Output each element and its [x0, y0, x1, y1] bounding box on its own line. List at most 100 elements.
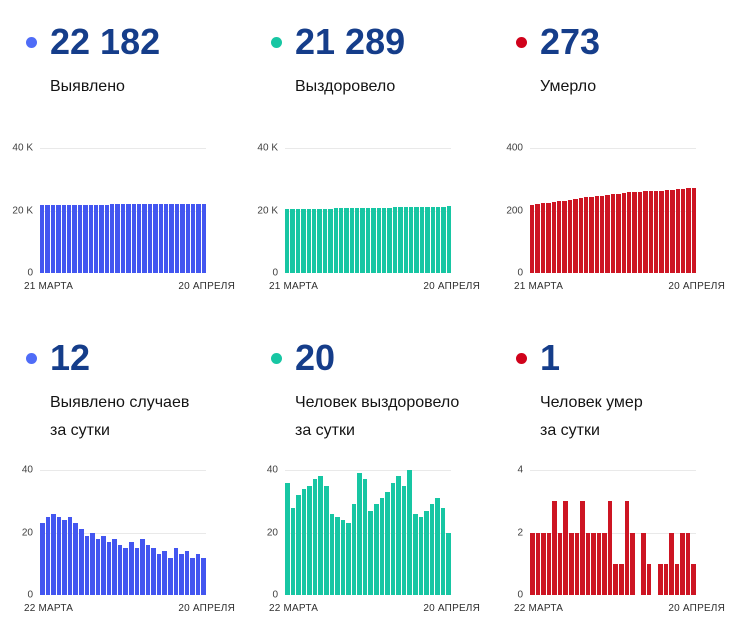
bar: [568, 532, 574, 595]
bar: [153, 204, 158, 273]
bar: [88, 204, 93, 273]
stat-value: 20: [295, 337, 336, 378]
bar: [424, 510, 429, 595]
bar: [607, 501, 613, 595]
bar: [653, 190, 659, 273]
bar: [61, 205, 66, 273]
bar: [648, 190, 653, 273]
bar: [686, 188, 691, 273]
bar: [613, 563, 618, 595]
bar: [185, 203, 190, 273]
x-axis-end-label: 20 АПРЕЛЯ: [178, 281, 235, 292]
x-axis-end-label: 20 АПРЕЛЯ: [423, 281, 480, 292]
bar: [95, 538, 101, 595]
bar: [190, 557, 195, 595]
bar: [530, 204, 535, 273]
stat-panel-total-detected: 22 182 Выявлено 40 K 20 K 0 21 МАРТА 20 АПР…: [12, 20, 243, 293]
bar: [126, 204, 131, 273]
bar: [72, 204, 77, 273]
stat-row: 1: [504, 336, 733, 380]
bar-series: [285, 148, 452, 273]
chart-daily-recovered: 40 20 0 22 МАРТА 20 АПРЕЛЯ: [259, 465, 488, 615]
bar: [691, 187, 697, 273]
bar: [664, 190, 670, 273]
chart-total-detected: 40 K 20 K 0 21 МАРТА 20 АПРЕЛЯ: [12, 143, 243, 293]
bar: [419, 206, 425, 273]
bar: [551, 202, 556, 273]
bar: [585, 532, 591, 595]
bar-series: [285, 470, 451, 595]
bar: [40, 205, 45, 273]
bar: [151, 548, 156, 595]
bar: [674, 563, 680, 595]
bar: [691, 563, 696, 595]
x-axis-start-label: 21 МАРТА: [24, 281, 74, 292]
legend-dot-icon: [516, 352, 527, 364]
bar: [351, 504, 357, 595]
y-axis-tick-label: 40 K: [257, 142, 278, 154]
bar-series: [40, 470, 206, 595]
bar: [338, 208, 344, 273]
bar: [535, 532, 541, 595]
gridline: [40, 470, 206, 471]
bar: [317, 208, 322, 273]
bar: [425, 206, 430, 273]
stat-row: 22 182: [14, 20, 243, 64]
bar: [115, 204, 120, 273]
y-axis-tick-label: 40 K: [12, 142, 33, 154]
bar: [360, 208, 365, 273]
bar: [145, 545, 151, 595]
bar: [50, 205, 56, 273]
stat-panel-daily-deaths: 1 Человек умер за сутки 4 2 0 22 МАРТА 20 А…: [504, 336, 733, 614]
bar: [589, 196, 594, 273]
bar: [167, 557, 173, 595]
bar: [403, 207, 408, 273]
bar: [335, 516, 340, 595]
dashboard-grid: 22 182 Выявлено 40 K 20 K 0 21 МАРТА 20 АПР…: [12, 20, 733, 614]
bar: [594, 196, 600, 273]
chart-total-deaths: 400 200 0 21 МАРТА 20 АПРЕЛЯ: [504, 143, 733, 293]
y-axis-tick-label: 20: [266, 527, 278, 538]
bar: [142, 204, 147, 273]
bar: [414, 206, 419, 273]
bar: [184, 551, 190, 595]
stat-label: Выздоровело: [295, 78, 396, 95]
x-axis-start-label: 21 МАРТА: [514, 281, 564, 292]
bar: [583, 197, 589, 273]
bar: [573, 198, 578, 273]
gridline: [285, 148, 451, 149]
gridline: [530, 148, 696, 149]
bar: [435, 498, 440, 595]
stat-panel-daily-recovered: 20 Человек выздоровело за сутки 40 20 0 22…: [259, 336, 488, 614]
bar: [546, 202, 551, 273]
stat-value: 21 289: [295, 21, 406, 62]
bar: [355, 208, 360, 273]
stat-row: 21 289: [259, 20, 488, 64]
bar: [602, 532, 607, 595]
bar: [104, 204, 110, 273]
bar: [349, 208, 355, 273]
stat-value: 273: [540, 21, 601, 62]
bar: [174, 203, 180, 273]
bar: [112, 538, 117, 595]
bar: [311, 208, 317, 273]
bar: [340, 520, 346, 595]
bar: [84, 535, 90, 595]
bar: [435, 206, 441, 273]
bar: [322, 208, 328, 273]
bar: [407, 470, 412, 595]
stat-row: 273: [504, 20, 733, 64]
bar: [312, 479, 318, 595]
bar: [73, 523, 78, 595]
stat-label: Выявлено случаев за сутки: [50, 394, 190, 439]
y-axis-tick-label: 400: [506, 142, 523, 154]
bar: [56, 516, 62, 595]
bar: [379, 498, 385, 595]
gridline: [530, 532, 696, 534]
bar: [357, 473, 362, 595]
bar: [659, 190, 664, 273]
bar: [307, 485, 312, 595]
bar: [328, 208, 333, 273]
bar: [643, 191, 648, 273]
y-axis-tick-label: 200: [506, 205, 523, 216]
